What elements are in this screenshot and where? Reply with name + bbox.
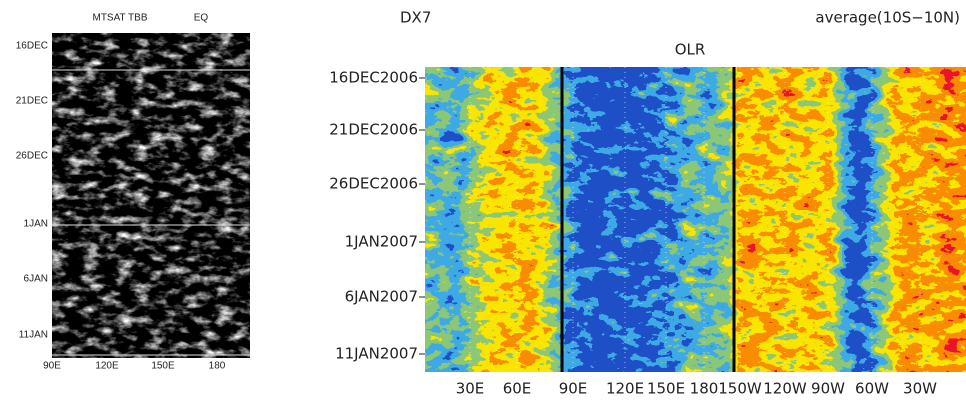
panel-title: MTSAT TBB [92,13,147,24]
y-tick-label: 16DEC [16,41,48,52]
y-tick-label: 11JAN [19,330,48,341]
tbb-field [52,33,250,358]
y-tick-label: 16DEC2006 [329,69,418,87]
x-tick-label: 120E [95,361,119,372]
y-tick-label: 26DEC2006 [329,175,418,193]
x-tick-label: 90E [559,380,588,398]
panel-title: OLR [675,41,706,59]
y-tick-label: 1JAN2007 [345,233,418,251]
x-tick-label: 30W [903,380,937,398]
y-tick-label: 6JAN2007 [345,288,418,306]
panel-label: EQ [194,13,209,24]
y-tick-label: 21DEC2006 [329,121,418,139]
x-tick-label: 150W [718,380,762,398]
x-tick-label: 90W [811,380,845,398]
y-tick-label: 21DEC [16,96,48,107]
y-tick-label: 6JAN [24,274,48,285]
x-tick-label: 120W [763,380,807,398]
y-tick-label: 11JAN2007 [335,345,418,363]
x-tick-label: 120E [606,380,644,398]
region-label: average(10S−10N) [815,9,960,27]
y-tick-label: 1JAN [24,219,48,230]
x-tick-label: 30E [456,380,485,398]
x-tick-label: 150E [151,361,175,372]
x-tick-label: 180 [209,361,226,372]
x-tick-label: 180 [690,380,719,398]
x-tick-label: 90E [43,361,61,372]
x-tick-label: 60W [855,380,889,398]
x-tick-label: 60E [503,380,532,398]
y-tick-label: 26DEC [16,151,48,162]
x-tick-label: 150E [647,380,685,398]
olr-field [425,67,966,372]
model-label: DX7 [400,9,431,27]
